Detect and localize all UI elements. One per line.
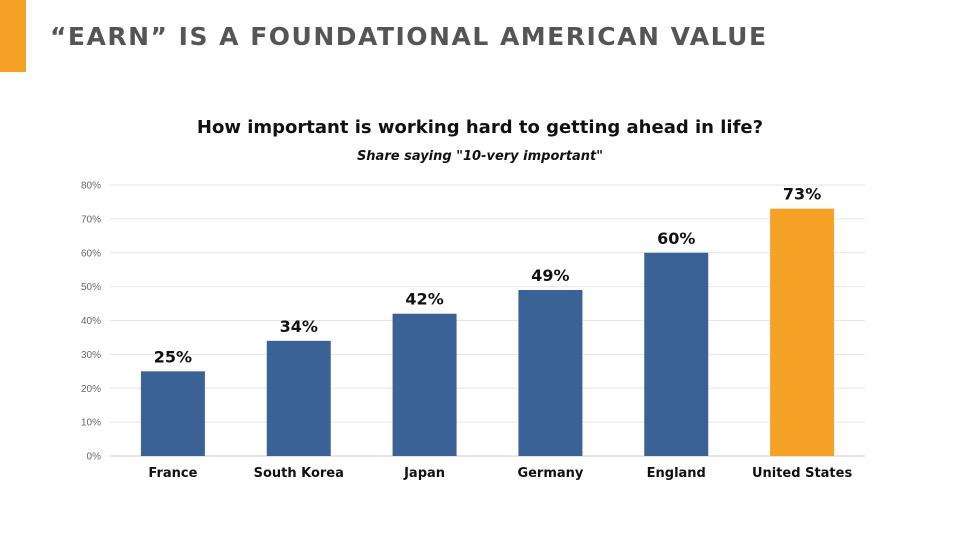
value-label: 42% [405,290,443,309]
bar [518,290,583,456]
value-label: 73% [783,185,821,204]
category-label: France [148,466,197,481]
bar [392,313,457,456]
value-label: 34% [280,317,318,336]
bar [266,340,331,456]
y-tick-label: 10% [81,418,101,429]
accent-bar [0,0,26,72]
category-label: Germany [517,466,583,481]
category-label: England [647,466,706,481]
value-label: 49% [531,266,569,285]
y-tick-label: 0% [87,452,102,463]
y-tick-label: 40% [81,316,101,327]
y-tick-label: 80% [81,181,101,192]
y-tick-label: 70% [81,214,101,225]
category-label: South Korea [254,466,344,481]
bar [770,208,835,456]
bar [140,371,205,456]
chart-subtitle: Share saying "10-very important" [356,149,604,164]
value-labels: 25% 34% 42% 49% 60% 73% [154,185,821,367]
y-tick-label: 60% [81,248,101,259]
category-label: United States [752,466,853,481]
value-label: 25% [154,347,192,366]
x-axis-labels: France South Korea Japan Germany England Unit… [148,466,852,481]
chart-title: How important is working hard to getting… [196,117,764,138]
category-label: Japan [403,466,445,481]
value-label: 60% [657,229,695,248]
bar [644,252,709,456]
bars [140,208,835,456]
gridlines [110,184,865,457]
y-tick-label: 20% [81,384,101,395]
slide-title: “EARN” IS A FOUNDATIONAL AMERICAN VALUE [50,22,768,51]
y-axis-ticks: 0% 10% 20% 30% 40% 50% 60% 70% 80% [81,181,101,463]
y-tick-label: 30% [81,350,101,361]
y-tick-label: 50% [81,282,101,293]
